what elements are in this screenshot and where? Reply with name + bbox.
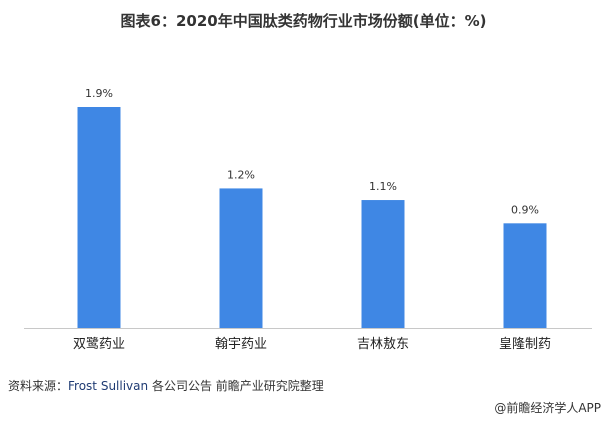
data-label: 1.9%	[85, 87, 113, 100]
source-highlight: Frost Sullivan	[68, 379, 149, 393]
data-label: 1.2%	[227, 168, 255, 181]
chart-title: 图表6：2020年中国肽类药物行业市场份额(单位：%)	[120, 12, 487, 30]
category-label: 皇隆制药	[499, 337, 551, 352]
source-note: 资料来源：Frost Sullivan 各公司公告 前瞻产业研究院整理	[8, 377, 324, 394]
bar-chart: 1.9% 双鹭药业 1.2% 翰宇药业 1.1% 吉林敖东 0.9% 皇隆制药	[24, 87, 592, 352]
category-label: 翰宇药业	[215, 337, 267, 352]
credit: @前瞻经济学人APP	[494, 401, 601, 415]
source-rest: 各公司公告 前瞻产业研究院整理	[148, 379, 324, 393]
bar	[503, 223, 547, 328]
category-label: 吉林敖东	[357, 336, 409, 352]
bar	[219, 188, 263, 328]
data-label: 1.1%	[369, 180, 397, 193]
category-label: 双鹭药业	[73, 336, 125, 352]
bar	[361, 200, 405, 328]
source-prefix: 资料来源：	[8, 379, 69, 393]
bar	[77, 107, 121, 328]
data-label: 0.9%	[511, 203, 539, 216]
